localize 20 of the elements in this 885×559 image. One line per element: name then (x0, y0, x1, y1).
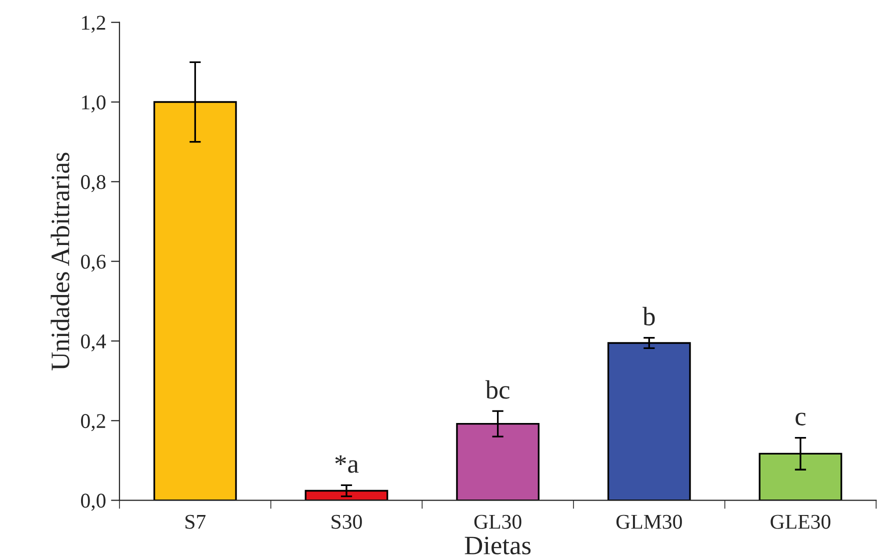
y-tick-label: 0,8 (81, 175, 106, 192)
y-tick-label: 0,2 (81, 414, 106, 432)
annotation: b (642, 306, 655, 326)
x-tick-label: S7 (186, 514, 206, 529)
x-tick-label: S30 (332, 514, 362, 529)
annotation: *a (335, 455, 359, 473)
y-axis-title: Unidades Arbitrarias (50, 152, 70, 370)
annotation: c (796, 412, 806, 426)
x-tick-label: GL30 (474, 514, 522, 529)
y-tick-label: 1,0 (82, 95, 106, 112)
bar (607, 342, 691, 500)
y-tick-label: 0,6 (81, 254, 106, 272)
annotation: bc (485, 380, 510, 399)
bar (304, 490, 388, 500)
x-tick-label: GLE30 (770, 514, 830, 529)
y-tick-label: 1,2 (82, 16, 106, 33)
x-tick-label: GLM30 (616, 514, 682, 529)
x-axis-title: Dietas (464, 536, 531, 554)
y-tick-label: 0,0 (81, 494, 106, 511)
y-tick-label: 0,4 (81, 334, 106, 352)
